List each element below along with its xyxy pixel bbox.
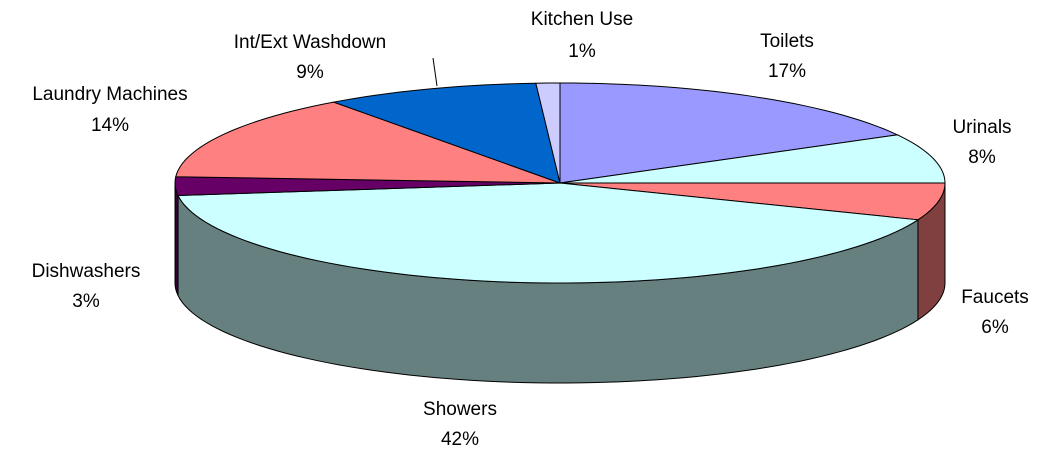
slice-value-label: 42%: [441, 429, 479, 449]
slice-label: Int/Ext Washdown: [234, 32, 386, 53]
pie-slice: [174, 176, 561, 197]
pie-slice: [559, 182, 946, 221]
slice-label: Urinals: [952, 117, 1011, 138]
slice-value-label: 8%: [968, 147, 996, 168]
slice-label: Laundry Machines: [32, 84, 187, 105]
pie-slice: [535, 82, 561, 184]
slice-value-label: 14%: [91, 115, 129, 136]
pie-slice-side: [174, 182, 179, 296]
pie-slice: [177, 182, 920, 284]
pie-slice: [331, 82, 561, 184]
leader-line: [432, 57, 438, 87]
pie-slice: [559, 134, 946, 184]
slice-label: Kitchen Use: [531, 9, 633, 30]
slice-value-label: 9%: [296, 62, 324, 83]
slice-label: Toilets: [760, 31, 814, 52]
slice-label: Dishwashers: [32, 261, 141, 282]
slice-value-label: 3%: [72, 291, 100, 312]
slice-value-label: 1%: [568, 41, 596, 62]
slice-value-label: 6%: [981, 317, 1009, 338]
slice-label: Faucets: [961, 287, 1029, 308]
pie-slice: [559, 82, 900, 184]
slice-label: Showers: [423, 399, 497, 420]
pie-slice: [175, 101, 561, 184]
slice-value-label: 17%: [768, 61, 806, 82]
